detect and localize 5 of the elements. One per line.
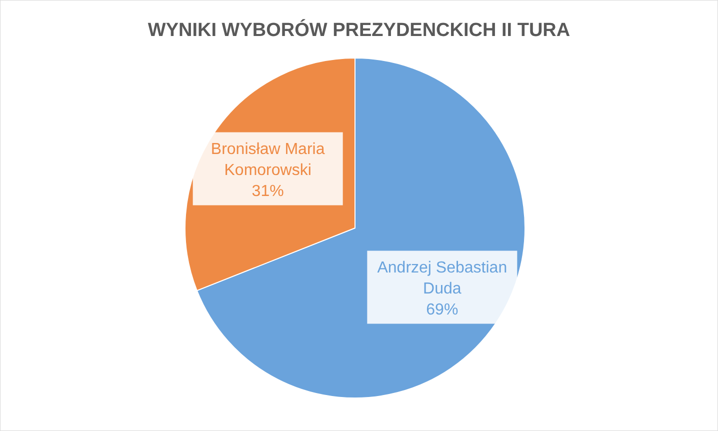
data-label: 69% xyxy=(426,302,458,319)
slice-label: Andrzej Sebastian Duda xyxy=(377,260,508,298)
slice-label: Bronisław Maria Komorowski xyxy=(210,141,325,180)
data-label: 31% xyxy=(252,183,284,200)
chart-title: WYNIKI WYBORÓW PREZYDENCKICH II TURA xyxy=(148,19,570,41)
